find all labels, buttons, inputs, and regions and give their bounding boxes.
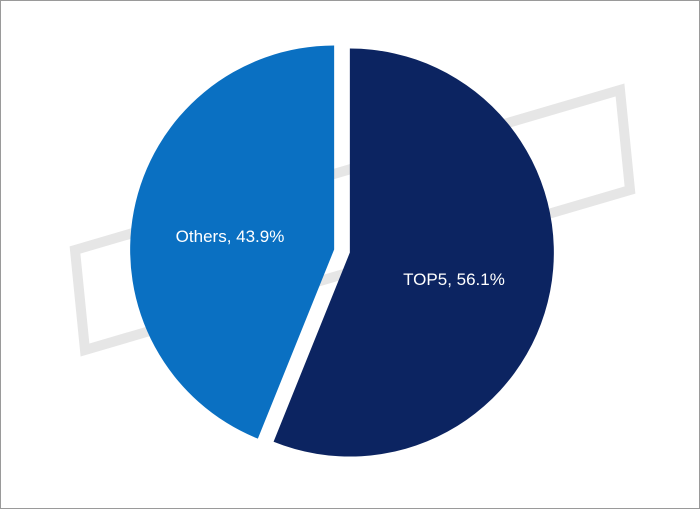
- slice-label: TOP5, 56.1%: [403, 270, 505, 289]
- pie-slice: [273, 48, 554, 457]
- pie-slice: [130, 45, 335, 439]
- slice-label: Others, 43.9%: [176, 227, 285, 246]
